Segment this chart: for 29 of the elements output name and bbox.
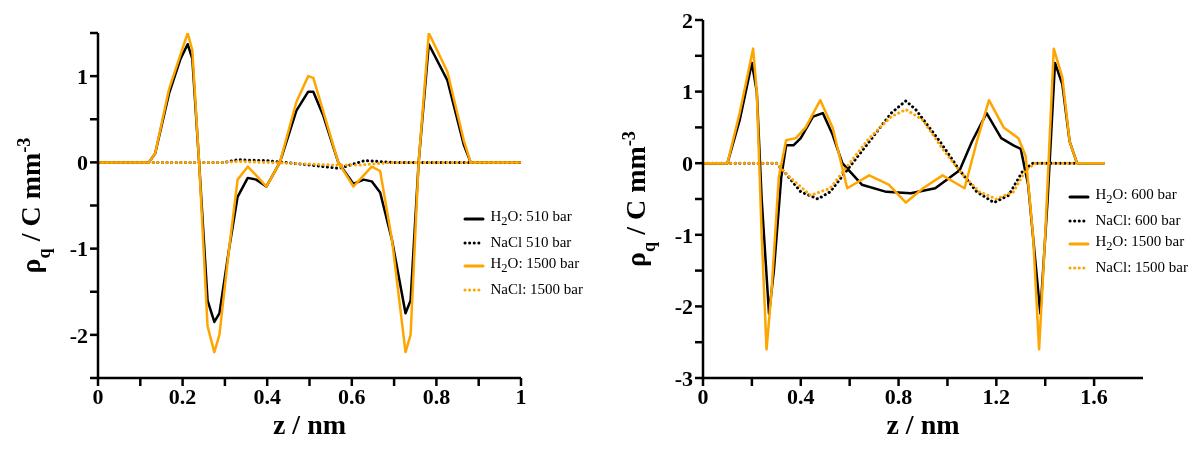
y-tick-label: 1 [77,63,88,89]
y-tick-label: 0 [682,151,693,177]
x-axis-title: z / nm [272,409,347,440]
y-tick-label: 1 [682,79,693,105]
x-tick-label: 0.8 [884,383,913,409]
legend-label: NaCl: 1500 bar [490,280,583,299]
x-tick-label: 1.2 [982,383,1011,409]
y-tick-label: -2 [674,294,693,320]
legend-label: NaCl: 600 bar [1095,211,1181,230]
y-tick-label: 0 [77,150,88,176]
legend-label: H$_{2}$O: 1500 bar [1095,232,1185,255]
x-tick-label: 0.8 [422,383,451,409]
y-tick-label: -2 [69,322,88,348]
legend-label: H$_{2}$O: 510 bar [490,207,572,230]
x-tick-label: 0.6 [338,383,366,409]
legend-label: H$_{2}$O: 1500 bar [490,254,580,277]
x-axis-title: z / nm [886,409,960,440]
y-tick-label: -3 [674,365,693,391]
y-tick-label: -1 [674,222,693,248]
x-tick-label: 1 [515,383,527,409]
legend-label: NaCl: 1500 bar [1095,258,1188,277]
x-tick-label: 1.6 [1080,383,1108,409]
legend-label: H$_{2}$O: 600 bar [1095,185,1177,208]
legend-label: NaCl 510 bar [490,233,572,252]
y-tick-label: -1 [69,236,88,262]
y-tick-label: 2 [682,7,693,33]
x-tick-label: 0.2 [168,383,197,409]
x-tick-label: 0.4 [787,383,815,409]
x-tick-label: 0.4 [253,383,281,409]
